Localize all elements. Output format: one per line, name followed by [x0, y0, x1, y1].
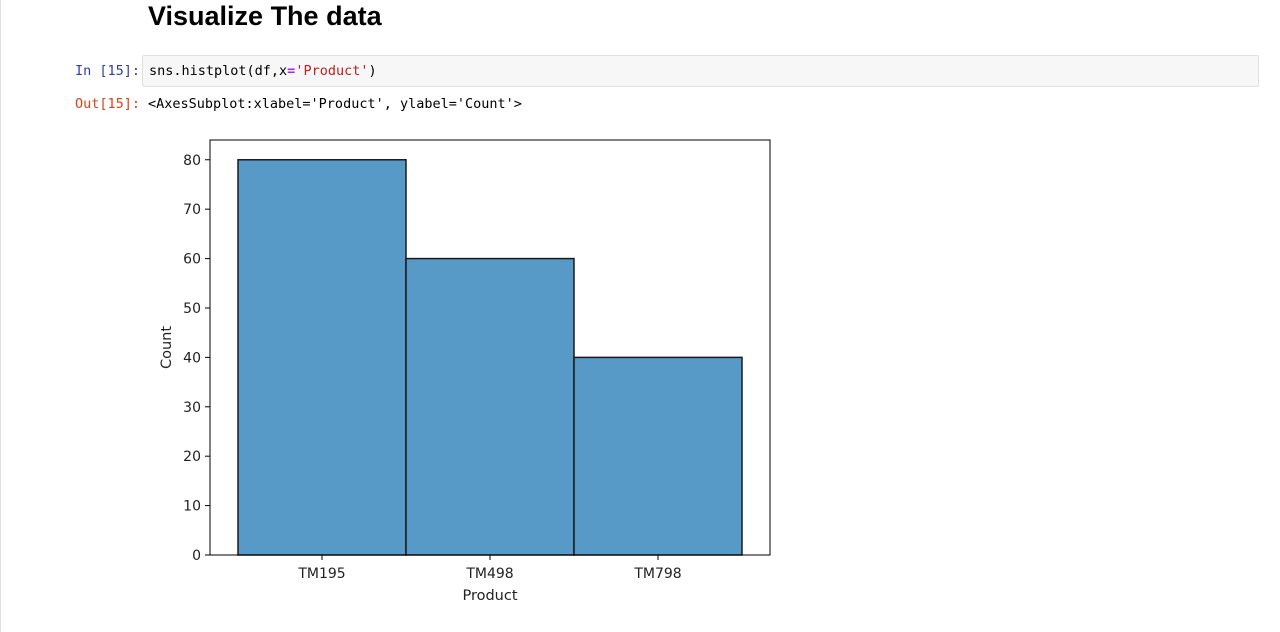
- y-tick-label: 80: [183, 153, 201, 169]
- code-token-call: sns.histplot(df,x: [149, 63, 288, 79]
- input-prompt: In [15]:: [74, 63, 140, 79]
- x-axis-label: Product: [462, 588, 517, 604]
- histogram-chart: 0 10 20 30 40 50 60 70 80 TM195 TM498 TM798 Produc…: [159, 139, 771, 604]
- y-tick-label: 20: [183, 449, 201, 465]
- y-tick-label: 30: [183, 400, 201, 416]
- y-axis-label: Count: [159, 326, 175, 369]
- code-line[interactable]: sns.histplot(df,x='Product'): [149, 63, 377, 79]
- code-cell-input[interactable]: sns.histplot(df,x='Product'): [142, 55, 1259, 87]
- x-tick-label: TM798: [633, 566, 681, 582]
- output-prompt: Out[15]:: [74, 96, 140, 112]
- bars-group: [237, 159, 743, 556]
- code-token-close: ): [368, 63, 377, 79]
- y-tick-label: 70: [183, 202, 201, 218]
- bar-tm195: [237, 159, 407, 556]
- y-tick-label: 50: [183, 301, 201, 317]
- axes-frame: [209, 139, 771, 556]
- y-tick-label: 40: [183, 350, 201, 366]
- notebook-left-border: [0, 0, 1, 632]
- y-tick-label: 0: [192, 548, 201, 564]
- code-token-operator: =: [287, 63, 296, 79]
- y-tick-label: 60: [183, 252, 201, 268]
- x-tick-label: TM498: [465, 566, 513, 582]
- section-heading: Visualize The data: [148, 1, 382, 31]
- x-ticks-group: TM195 TM498 TM798: [297, 555, 682, 582]
- y-ticks-group: 0 10 20 30 40 50 60 70 80: [183, 153, 210, 564]
- bar-tm798: [573, 356, 743, 556]
- bar-tm498: [405, 257, 575, 556]
- x-tick-label: TM195: [297, 566, 345, 582]
- code-token-string: 'Product': [295, 63, 369, 79]
- y-tick-label: 10: [183, 499, 201, 515]
- output-repr-text: <AxesSubplot:xlabel='Product', ylabel='C…: [148, 96, 522, 112]
